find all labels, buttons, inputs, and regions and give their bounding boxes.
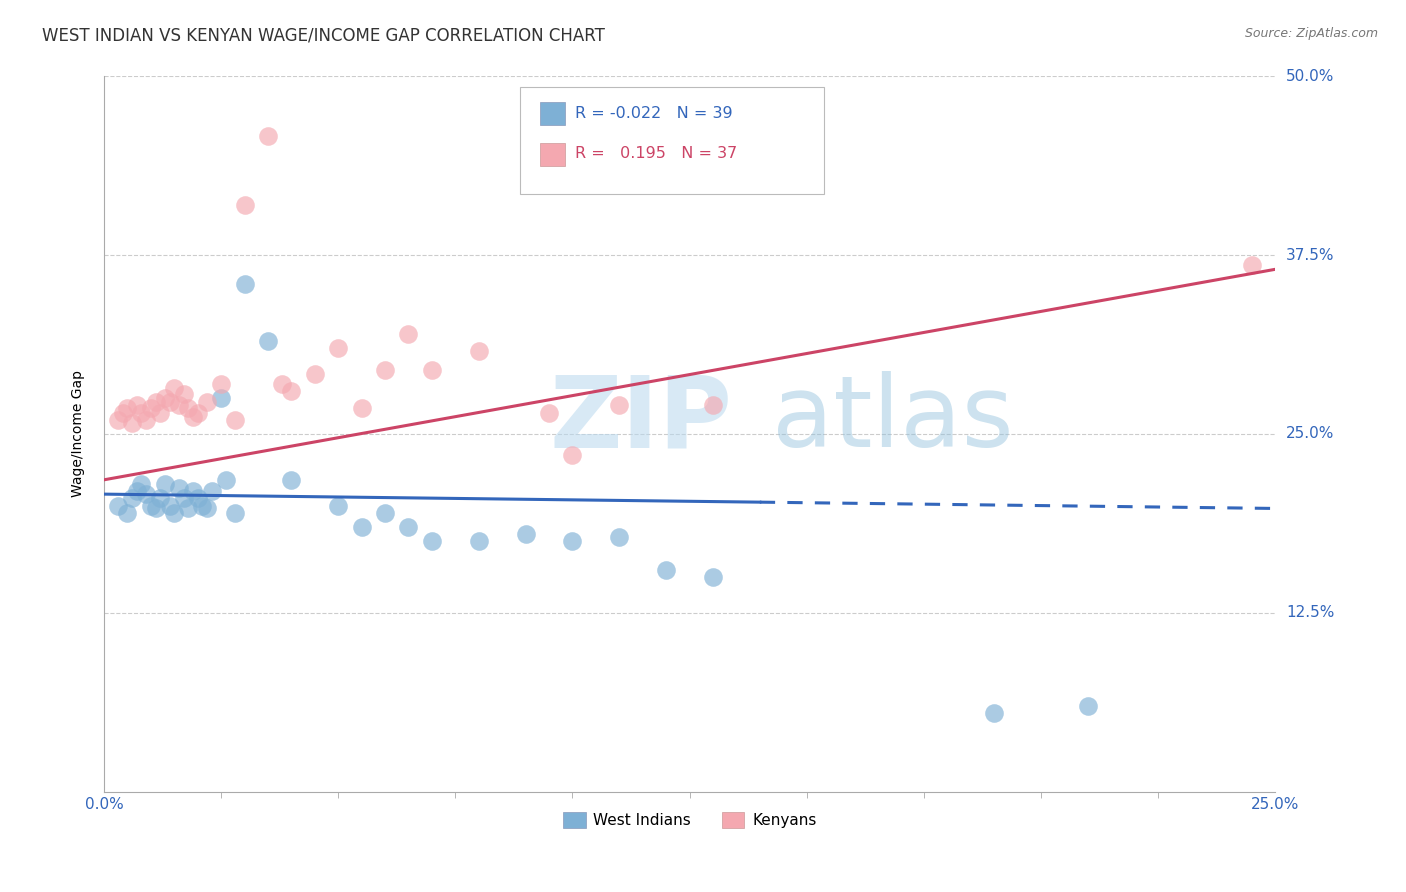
Point xyxy=(149,491,172,506)
Point xyxy=(280,384,302,398)
Point xyxy=(135,487,157,501)
Point xyxy=(135,412,157,426)
Point xyxy=(121,491,143,506)
Text: 50.0%: 50.0% xyxy=(1286,69,1334,84)
Point xyxy=(131,405,153,419)
Point xyxy=(561,534,583,549)
Text: Source: ZipAtlas.com: Source: ZipAtlas.com xyxy=(1244,27,1378,40)
Point xyxy=(702,398,724,412)
Point xyxy=(224,412,246,426)
Point xyxy=(224,506,246,520)
Point xyxy=(1240,258,1263,272)
Point xyxy=(177,501,200,516)
Point xyxy=(420,534,443,549)
Bar xyxy=(540,102,565,125)
Point xyxy=(181,409,204,424)
Point xyxy=(350,401,373,416)
Point xyxy=(111,405,134,419)
Point xyxy=(181,484,204,499)
Point xyxy=(131,477,153,491)
Point xyxy=(167,398,190,412)
Point xyxy=(515,527,537,541)
Point xyxy=(107,412,129,426)
Point xyxy=(153,391,176,405)
Point xyxy=(374,362,396,376)
Point xyxy=(159,395,181,409)
Point xyxy=(209,376,232,391)
Point xyxy=(607,398,630,412)
Point xyxy=(328,499,350,513)
Legend: West Indians, Kenyans: West Indians, Kenyans xyxy=(557,806,823,834)
Text: R =   0.195   N = 37: R = 0.195 N = 37 xyxy=(575,145,737,161)
Point xyxy=(233,198,256,212)
Point xyxy=(374,506,396,520)
Point xyxy=(163,506,186,520)
Point xyxy=(125,398,148,412)
FancyBboxPatch shape xyxy=(520,87,824,194)
Text: WEST INDIAN VS KENYAN WAGE/INCOME GAP CORRELATION CHART: WEST INDIAN VS KENYAN WAGE/INCOME GAP CO… xyxy=(42,27,605,45)
Point xyxy=(209,391,232,405)
Point xyxy=(125,484,148,499)
Point xyxy=(468,343,491,358)
Point xyxy=(271,376,294,391)
Point xyxy=(187,405,209,419)
Point xyxy=(561,449,583,463)
Point xyxy=(304,367,326,381)
Point xyxy=(398,520,420,534)
Point xyxy=(159,499,181,513)
Point xyxy=(153,477,176,491)
Point xyxy=(145,395,167,409)
Point xyxy=(1077,699,1099,714)
Point xyxy=(280,473,302,487)
Point xyxy=(145,501,167,516)
Text: atlas: atlas xyxy=(772,371,1014,468)
Point xyxy=(117,401,139,416)
Point xyxy=(187,491,209,506)
Point xyxy=(173,491,195,506)
Text: 37.5%: 37.5% xyxy=(1286,247,1334,262)
Text: R = -0.022   N = 39: R = -0.022 N = 39 xyxy=(575,106,733,120)
Text: ZIP: ZIP xyxy=(548,371,733,468)
Text: 25.0%: 25.0% xyxy=(1286,426,1334,442)
Point xyxy=(983,706,1005,721)
Point xyxy=(201,484,224,499)
Point xyxy=(655,563,678,577)
Point xyxy=(173,387,195,401)
Point xyxy=(149,405,172,419)
Point xyxy=(328,341,350,355)
Point xyxy=(117,506,139,520)
Point xyxy=(702,570,724,584)
Bar xyxy=(540,143,565,166)
Point xyxy=(468,534,491,549)
Point xyxy=(233,277,256,291)
Point xyxy=(191,499,214,513)
Point xyxy=(607,530,630,544)
Point xyxy=(398,326,420,341)
Point xyxy=(163,381,186,395)
Point xyxy=(195,501,218,516)
Point xyxy=(350,520,373,534)
Point xyxy=(537,405,560,419)
Point xyxy=(177,401,200,416)
Point xyxy=(257,334,280,348)
Y-axis label: Wage/Income Gap: Wage/Income Gap xyxy=(72,370,86,498)
Point xyxy=(195,395,218,409)
Point xyxy=(139,401,162,416)
Point xyxy=(420,362,443,376)
Point xyxy=(139,499,162,513)
Text: 12.5%: 12.5% xyxy=(1286,606,1334,621)
Point xyxy=(121,416,143,430)
Point xyxy=(257,129,280,144)
Point xyxy=(215,473,238,487)
Point xyxy=(107,499,129,513)
Point xyxy=(167,482,190,496)
